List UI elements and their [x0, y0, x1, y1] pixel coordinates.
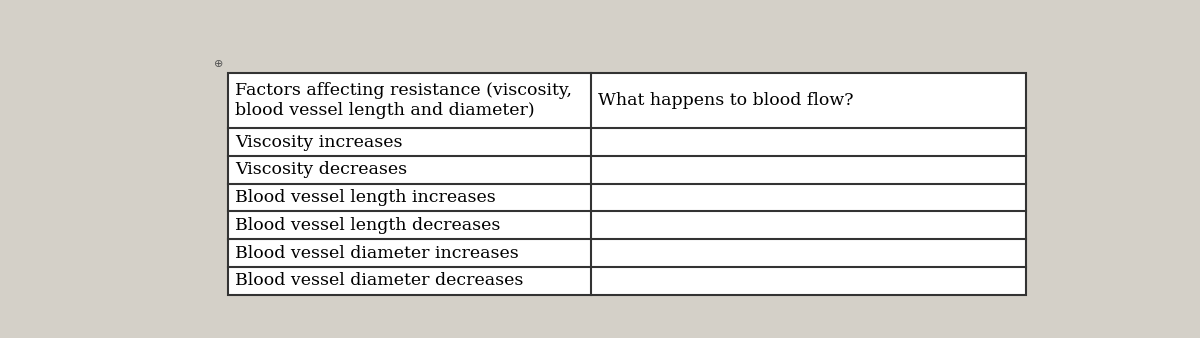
Text: Blood vessel diameter increases: Blood vessel diameter increases	[235, 245, 518, 262]
Text: Blood vessel length increases: Blood vessel length increases	[235, 189, 496, 206]
Text: What happens to blood flow?: What happens to blood flow?	[598, 92, 853, 109]
Text: Blood vessel length decreases: Blood vessel length decreases	[235, 217, 500, 234]
Text: Viscosity increases: Viscosity increases	[235, 134, 402, 151]
Text: Factors affecting resistance (viscosity,
blood vessel length and diameter): Factors affecting resistance (viscosity,…	[235, 82, 572, 119]
Text: Blood vessel diameter decreases: Blood vessel diameter decreases	[235, 272, 523, 289]
Text: Viscosity decreases: Viscosity decreases	[235, 162, 407, 178]
Text: ⊕: ⊕	[214, 59, 223, 69]
